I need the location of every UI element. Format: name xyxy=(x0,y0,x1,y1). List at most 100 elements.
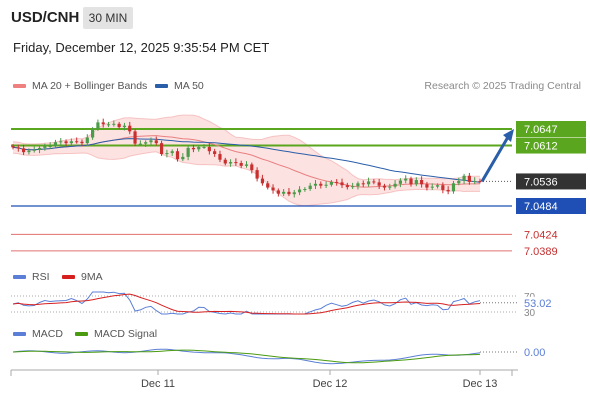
legend-label: MACD Signal xyxy=(94,328,158,340)
candle-body xyxy=(282,191,286,194)
candle-body xyxy=(149,140,153,143)
candle-body xyxy=(128,125,132,132)
candle-body xyxy=(165,153,169,155)
legend-swatch-icon xyxy=(75,332,88,337)
candle-body xyxy=(133,131,137,144)
legend-label: RSI xyxy=(32,271,50,283)
legend-label: MA 20 + Bollinger Bands xyxy=(32,80,148,92)
rsi-30-label: 30 xyxy=(524,308,536,319)
legend-ma50: MA 50 xyxy=(155,80,204,92)
rsi-value-bg xyxy=(521,296,561,309)
candle-body xyxy=(361,183,365,185)
candle-body xyxy=(457,180,461,184)
legend-macd-signal: MACD Signal xyxy=(75,328,157,340)
candle-body xyxy=(292,192,296,195)
candle-body xyxy=(27,150,31,153)
x-axis-label: Dec 13 xyxy=(463,378,498,390)
candle-body xyxy=(319,183,323,186)
candle-body xyxy=(186,147,190,157)
candle-body xyxy=(473,180,477,182)
current-price-label-box xyxy=(516,173,586,190)
candle-body xyxy=(345,185,349,188)
candle-body xyxy=(414,180,418,185)
candle-body xyxy=(409,178,413,185)
candle-body xyxy=(85,137,89,144)
candle-body xyxy=(48,146,52,148)
rsi-line xyxy=(12,291,481,315)
candle-body xyxy=(144,142,148,144)
legend-swatch-icon xyxy=(62,275,75,280)
bollinger-upper-line xyxy=(12,114,481,181)
candle-body xyxy=(398,180,402,184)
candle-body xyxy=(106,124,111,126)
candle-body xyxy=(260,178,265,184)
support-1-label: 7.0484 xyxy=(524,201,558,213)
candle-body xyxy=(207,146,211,152)
candle-body xyxy=(313,183,318,186)
candle-body xyxy=(329,181,334,185)
macd-line xyxy=(12,348,481,365)
candle-body xyxy=(80,141,84,144)
candle-body xyxy=(340,182,344,186)
bollinger-lower-line xyxy=(12,151,480,207)
candle-body xyxy=(239,163,243,166)
resistance-2-label: 7.0647 xyxy=(524,124,558,136)
candle-body xyxy=(377,182,381,186)
rsi-9ma-line xyxy=(12,293,481,315)
candle-body xyxy=(351,186,355,188)
resistance-1-label: 7.0612 xyxy=(524,141,558,153)
ma50-line xyxy=(12,138,481,183)
candle-body xyxy=(244,164,249,166)
legend-label: 9MA xyxy=(81,271,103,283)
candle-body xyxy=(228,162,233,164)
candles xyxy=(11,118,482,198)
legend-swatch-icon xyxy=(155,84,168,89)
candle-body xyxy=(435,185,440,187)
support-1-label-box xyxy=(516,198,586,214)
candle-body xyxy=(197,146,201,150)
copyright-text: Research © 2025 Trading Central xyxy=(424,80,581,92)
candle-body xyxy=(159,143,164,155)
candle-body xyxy=(191,147,196,150)
candle-body xyxy=(154,140,158,144)
x-axis-label: Dec 11 xyxy=(141,378,175,390)
candle-body xyxy=(202,146,206,148)
support-2-label: 7.0424 xyxy=(524,229,558,241)
candle-body xyxy=(101,122,105,125)
candle-body xyxy=(287,191,291,195)
candle-body xyxy=(53,142,58,147)
legend-label: MA 50 xyxy=(174,80,204,92)
candle-body xyxy=(32,149,36,151)
candle-body xyxy=(366,181,371,185)
candle-body xyxy=(393,183,397,187)
legend-ma20-bollinger: MA 20 + Bollinger Bands xyxy=(13,80,147,92)
candle-body xyxy=(446,189,450,192)
current-price-label: 7.0536 xyxy=(524,176,558,188)
candle-body xyxy=(372,181,376,183)
candle-body xyxy=(425,184,429,188)
legend-macd: MACD xyxy=(13,328,63,340)
candle-body xyxy=(96,122,100,129)
candle-body xyxy=(112,123,116,125)
candle-body xyxy=(356,183,360,187)
candle-body xyxy=(59,141,63,143)
candle-body xyxy=(276,190,280,194)
candle-body xyxy=(43,146,47,148)
candle-body xyxy=(75,141,79,143)
rsi-value-label: 53.02 xyxy=(524,298,552,310)
candle-body xyxy=(69,141,73,144)
candle-body xyxy=(420,180,424,185)
interval-button[interactable]: 30 MIN xyxy=(83,7,133,29)
candle-body xyxy=(430,186,434,188)
candle-body xyxy=(181,156,185,160)
candle-body xyxy=(266,183,270,188)
macd-signal-line xyxy=(12,349,481,364)
candle-body xyxy=(324,184,328,186)
timestamp: Friday, December 12, 2025 9:35:54 PM CET xyxy=(13,40,270,55)
resistance-1-label-box xyxy=(516,137,586,154)
candle-body xyxy=(297,189,302,193)
candle-body xyxy=(271,187,275,191)
candle-body xyxy=(335,181,339,183)
candle-body xyxy=(64,141,68,144)
